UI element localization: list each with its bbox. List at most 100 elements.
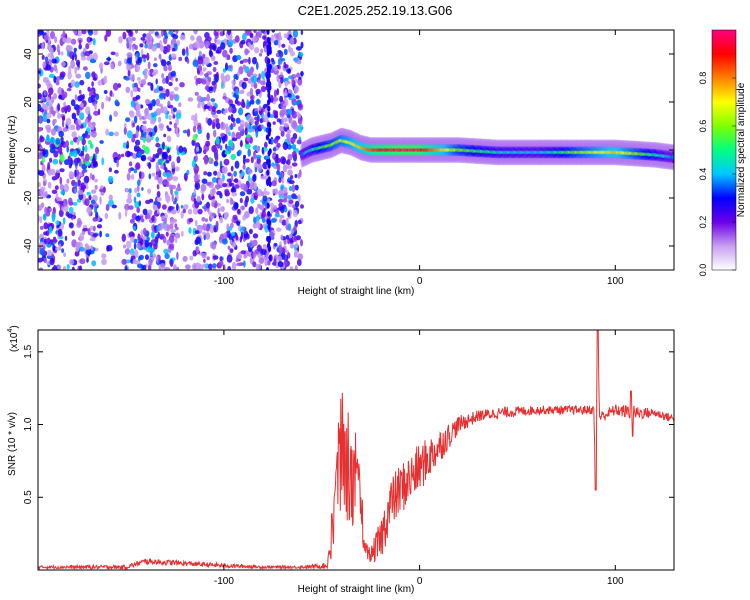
spectrogram-cell (300, 71, 304, 77)
spectrogram-cell (82, 227, 89, 232)
spectrogram-cell (46, 118, 51, 124)
spectrogram-cell (79, 79, 85, 86)
spectrogram-cell (250, 41, 254, 45)
spectrogram-cell (262, 195, 268, 202)
spectrogram-cell (66, 104, 71, 113)
spectrogram-cell (212, 114, 219, 119)
spectrogram-cell (195, 155, 198, 162)
spectrogram-cell (142, 236, 148, 241)
spectrogram-cell (138, 200, 142, 207)
spectrogram-cell (229, 248, 234, 254)
spectrogram-cell (246, 99, 250, 108)
spectrogram-cell (272, 97, 279, 102)
spectrogram-x-ticks: -100 0 100 (214, 30, 624, 287)
spectrogram-cell (94, 178, 98, 183)
spectrogram-cell (252, 125, 258, 130)
spectrogram-cell (101, 253, 107, 259)
spectrogram-cell (231, 231, 236, 237)
spectrogram-cell (273, 40, 279, 46)
spectrogram-cell (296, 259, 302, 266)
spectrogram-cell (122, 142, 127, 149)
spectrogram-cell (255, 129, 259, 138)
spectrogram-cell (284, 80, 288, 87)
spectrogram-cell (249, 87, 253, 96)
spectrogram-cell (223, 110, 227, 116)
spectrogram-cell (38, 257, 43, 263)
spectrogram-cell (258, 257, 265, 265)
spectrogram-cell (147, 61, 151, 70)
spectrogram-cell (255, 263, 262, 270)
spectrogram-cell (297, 117, 303, 125)
spectrogram-cell (70, 38, 77, 45)
spectrogram-cell (60, 223, 65, 230)
spectrogram-cell (65, 37, 72, 44)
spectrogram-cell (235, 234, 239, 241)
spectrogram-cell (198, 50, 202, 56)
spectrogram-cell (50, 168, 56, 176)
spectrogram-cell (165, 159, 170, 164)
spectrogram-cell (62, 199, 68, 207)
spectrogram-cell (296, 72, 301, 78)
spectrogram-cell (165, 88, 170, 98)
spectrogram-cell (221, 75, 228, 83)
spectrogram-cell (182, 255, 188, 262)
spectrogram-cell (241, 101, 246, 109)
spectrogram-cell (182, 129, 188, 134)
spectrogram-cell (132, 46, 135, 52)
spectrogram-cell (179, 34, 186, 41)
spectrogram-cell (231, 241, 237, 248)
spectrogram-cell (245, 115, 249, 121)
spectrogram-cell (231, 261, 237, 270)
spectrogram-cell (155, 166, 160, 172)
spectrogram-cell (89, 58, 96, 64)
spectrogram-cell (49, 157, 53, 163)
spectrogram-cell (258, 53, 263, 57)
spectrogram-cell (164, 267, 171, 270)
spectrogram-cell (235, 117, 241, 124)
spectrogram-cell (130, 90, 134, 98)
spectrogram-cell (276, 163, 281, 172)
spectrogram-cell (291, 162, 298, 167)
spectrogram-cell (212, 66, 217, 73)
spectrogram-cell (249, 42, 255, 51)
spectrogram-cell (253, 183, 257, 191)
spectrogram-cell (203, 258, 206, 263)
spectrogram-cell (142, 120, 147, 125)
spectrogram-cell (268, 254, 272, 261)
spectrogram-cell (232, 121, 236, 128)
spectrogram-cell (41, 164, 46, 173)
spectrogram-cell (66, 87, 72, 92)
spectrogram-cell (242, 156, 246, 165)
spectrogram-cell (287, 68, 291, 74)
spectrogram-cell (287, 238, 291, 245)
spectrogram-cell (230, 165, 234, 172)
spectrogram-cell (174, 166, 180, 172)
spectrogram-cell (297, 219, 302, 225)
spectrogram-cell (85, 248, 92, 256)
spectrogram-cell (135, 103, 141, 111)
spectrogram-cell (200, 183, 207, 192)
spectrogram-cell (192, 59, 199, 67)
spectrogram-cell (47, 53, 52, 58)
spectrogram-cell (239, 124, 244, 130)
spectrogram-cell (174, 197, 178, 203)
spectrogram-cell (47, 249, 52, 257)
spectrogram-cell (61, 119, 65, 128)
spectrogram-cell (147, 127, 153, 132)
spectrogram-cell (89, 37, 93, 42)
spectrogram-cell (283, 48, 288, 56)
spectrogram-cell (70, 157, 73, 166)
spectrogram-cell (239, 191, 246, 197)
spectrogram-cell (135, 30, 138, 34)
spectrogram-cell (195, 262, 202, 270)
spectrogram-cell (155, 98, 160, 107)
spectrogram-cell (253, 217, 257, 224)
spectrogram-cell (143, 131, 147, 139)
spectrogram-cell (201, 193, 205, 201)
spectrogram-cell (86, 191, 91, 196)
spectrogram-cell (196, 41, 200, 49)
spectrogram-cell (115, 52, 119, 57)
spectrogram-cell (65, 117, 72, 126)
spectrogram-cell (39, 216, 43, 224)
spectrogram-cell (169, 259, 174, 267)
